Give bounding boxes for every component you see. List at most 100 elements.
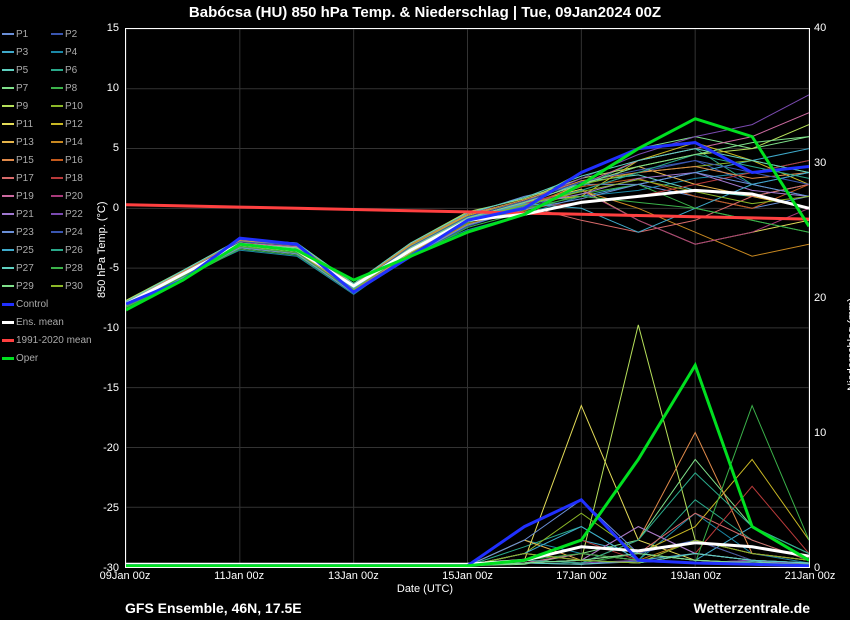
y-right-tick: 30 bbox=[814, 157, 826, 169]
x-tick: 15Jan 00z bbox=[442, 570, 493, 582]
legend-swatch bbox=[2, 123, 14, 125]
legend-swatch bbox=[2, 267, 14, 269]
legend-item-P20: P20 bbox=[51, 190, 100, 202]
legend-item-P11: P11 bbox=[2, 118, 51, 130]
legend-label: P19 bbox=[16, 191, 34, 202]
y-left-tick: -20 bbox=[103, 442, 119, 454]
legend-label: P30 bbox=[65, 281, 83, 292]
y-left-tick: 0 bbox=[113, 202, 119, 214]
chart-title: Babócsa (HU) 850 hPa Temp. & Niederschla… bbox=[0, 4, 850, 21]
legend-swatch bbox=[2, 249, 14, 251]
legend-item-P3: P3 bbox=[2, 46, 51, 58]
legend-swatch bbox=[51, 123, 63, 125]
legend-item-P13: P13 bbox=[2, 136, 51, 148]
legend-label: P1 bbox=[16, 29, 28, 40]
legend-swatch bbox=[51, 231, 63, 233]
y-left-tick: -5 bbox=[109, 262, 119, 274]
legend-swatch bbox=[51, 69, 63, 71]
legend-item-P30: P30 bbox=[51, 280, 100, 292]
legend-item-P10: P10 bbox=[51, 100, 100, 112]
legend-item-P17: P17 bbox=[2, 172, 51, 184]
legend-swatch bbox=[51, 33, 63, 35]
y-left-tick: 5 bbox=[113, 142, 119, 154]
legend-item-Control: Control bbox=[2, 298, 100, 310]
y-right-ticks: 010203040 bbox=[812, 28, 840, 568]
legend-label: P7 bbox=[16, 83, 28, 94]
x-tick: 11Jan 00z bbox=[214, 570, 264, 582]
legend-label: P8 bbox=[65, 83, 77, 94]
legend-item-P24: P24 bbox=[51, 226, 100, 238]
legend-swatch bbox=[51, 87, 63, 89]
x-tick: 19Jan 00z bbox=[670, 570, 721, 582]
legend-label: Ens. mean bbox=[16, 317, 64, 328]
legend-swatch bbox=[2, 195, 14, 197]
legend-swatch bbox=[2, 141, 14, 143]
x-ticks: 09Jan 00z11Jan 00z13Jan 00z15Jan 00z17Ja… bbox=[125, 570, 810, 584]
legend-label: P29 bbox=[16, 281, 34, 292]
legend: P1P2P3P4P5P6P7P8P9P10P11P12P13P14P15P16P… bbox=[2, 28, 100, 370]
legend-item-Clim: 1991-2020 mean bbox=[2, 334, 100, 346]
y-left-tick: -15 bbox=[103, 382, 119, 394]
legend-swatch bbox=[51, 285, 63, 287]
x-tick: 09Jan 00z bbox=[100, 570, 151, 582]
legend-item-P26: P26 bbox=[51, 244, 100, 256]
legend-swatch bbox=[51, 249, 63, 251]
x-tick: 13Jan 00z bbox=[328, 570, 379, 582]
legend-label: P5 bbox=[16, 65, 28, 76]
legend-label: P6 bbox=[65, 65, 77, 76]
chart-container: Babócsa (HU) 850 hPa Temp. & Niederschla… bbox=[0, 0, 850, 620]
legend-item-P14: P14 bbox=[51, 136, 100, 148]
legend-label: P21 bbox=[16, 209, 34, 220]
legend-label: Control bbox=[16, 299, 48, 310]
y-left-axis-label: 850 hPa Temp. (°C) bbox=[96, 201, 108, 298]
legend-item-P18: P18 bbox=[51, 172, 100, 184]
legend-item-EnsMean: Ens. mean bbox=[2, 316, 100, 328]
legend-swatch bbox=[2, 339, 14, 342]
legend-item-P25: P25 bbox=[2, 244, 51, 256]
legend-item-P27: P27 bbox=[2, 262, 51, 274]
legend-item-P1: P1 bbox=[2, 28, 51, 40]
legend-swatch bbox=[2, 51, 14, 53]
legend-swatch bbox=[51, 267, 63, 269]
legend-swatch bbox=[2, 159, 14, 161]
legend-label: P26 bbox=[65, 245, 83, 256]
y-left-tick: -10 bbox=[103, 322, 119, 334]
legend-label: P22 bbox=[65, 209, 83, 220]
legend-item-P12: P12 bbox=[51, 118, 100, 130]
legend-swatch bbox=[2, 285, 14, 287]
legend-label: P16 bbox=[65, 155, 83, 166]
legend-swatch bbox=[2, 105, 14, 107]
legend-label: 1991-2020 mean bbox=[16, 335, 92, 346]
legend-swatch bbox=[2, 177, 14, 179]
legend-label: P24 bbox=[65, 227, 83, 238]
legend-label: P10 bbox=[65, 101, 83, 112]
legend-swatch bbox=[51, 159, 63, 161]
legend-label: P14 bbox=[65, 137, 83, 148]
legend-swatch bbox=[51, 51, 63, 53]
legend-label: P2 bbox=[65, 29, 77, 40]
legend-label: Oper bbox=[16, 353, 38, 364]
y-right-tick: 40 bbox=[814, 22, 826, 34]
x-axis-label: Date (UTC) bbox=[0, 583, 850, 595]
legend-swatch bbox=[51, 141, 63, 143]
legend-swatch bbox=[51, 195, 63, 197]
legend-item-Oper: Oper bbox=[2, 352, 100, 364]
legend-item-P16: P16 bbox=[51, 154, 100, 166]
legend-label: P20 bbox=[65, 191, 83, 202]
legend-label: P9 bbox=[16, 101, 28, 112]
y-left-ticks: -30-25-20-15-10-5051015 bbox=[100, 28, 122, 568]
y-right-axis-label: Niederschlag (mm) bbox=[846, 298, 850, 391]
y-left-tick: 10 bbox=[107, 82, 119, 94]
legend-swatch bbox=[2, 87, 14, 89]
x-tick: 17Jan 00z bbox=[556, 570, 607, 582]
legend-label: P28 bbox=[65, 263, 83, 274]
legend-item-P21: P21 bbox=[2, 208, 51, 220]
legend-label: P11 bbox=[16, 119, 33, 130]
legend-item-P19: P19 bbox=[2, 190, 51, 202]
legend-swatch bbox=[51, 177, 63, 179]
legend-item-P8: P8 bbox=[51, 82, 100, 94]
legend-label: P23 bbox=[16, 227, 34, 238]
legend-item-P6: P6 bbox=[51, 64, 100, 76]
legend-item-P22: P22 bbox=[51, 208, 100, 220]
legend-item-P28: P28 bbox=[51, 262, 100, 274]
